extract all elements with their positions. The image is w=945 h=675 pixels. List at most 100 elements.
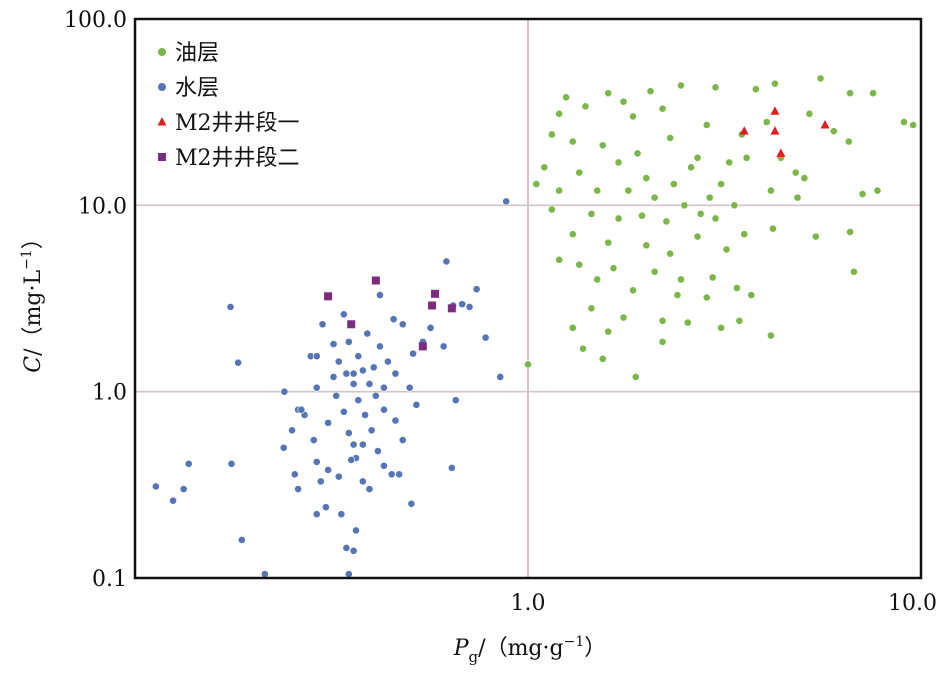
- y-axis-unit-exponent: −1: [19, 249, 35, 270]
- data-point: [598, 141, 607, 150]
- data-point: [593, 186, 602, 195]
- data-point: [609, 264, 618, 273]
- data-point: [352, 526, 360, 535]
- series-square: [324, 276, 456, 351]
- data-point: [431, 289, 440, 298]
- data-point: [820, 119, 830, 129]
- data-point: [702, 121, 711, 129]
- data-point: [555, 186, 564, 195]
- data-point: [683, 318, 692, 327]
- data-point: [380, 405, 388, 414]
- y-axis-ticks: 0.1 1.0 10.0 100.0: [64, 8, 127, 592]
- data-point: [426, 323, 435, 332]
- data-point: [227, 459, 236, 468]
- y-axis-label: C/（mg·L−1）: [19, 227, 46, 372]
- data-point: [472, 285, 481, 294]
- data-point: [631, 373, 640, 381]
- data-point: [575, 260, 584, 269]
- data-point: [324, 466, 333, 474]
- data-point: [312, 383, 321, 392]
- y-axis-unit: /（mg·L: [21, 270, 46, 356]
- data-point: [766, 186, 775, 195]
- data-point: [344, 570, 353, 578]
- data-point: [740, 230, 749, 239]
- data-point: [587, 304, 596, 313]
- data-point: [770, 126, 780, 135]
- data-point: [687, 163, 695, 172]
- data-point: [708, 273, 717, 282]
- data-point: [344, 337, 353, 346]
- data-point: [619, 313, 628, 322]
- legend-label: M2井井段二: [175, 146, 300, 171]
- data-point: [342, 369, 351, 378]
- data-point: [391, 416, 400, 425]
- data-point: [619, 97, 628, 106]
- data-point: [451, 396, 460, 405]
- data-point: [604, 89, 613, 98]
- data-point: [349, 380, 358, 388]
- data-point: [502, 197, 511, 206]
- y-axis-unit-close: ）: [21, 227, 46, 249]
- data-point: [179, 485, 188, 493]
- data-point: [465, 303, 474, 311]
- data-point: [418, 342, 427, 351]
- series-circle: [524, 74, 918, 381]
- y-tick-label: 10.0: [78, 194, 127, 219]
- data-point: [237, 536, 246, 544]
- data-point: [260, 570, 269, 578]
- legend-label: 水层: [175, 76, 219, 101]
- data-point: [598, 354, 607, 363]
- data-point: [376, 342, 384, 351]
- data-point: [407, 499, 416, 508]
- data-point: [389, 315, 398, 324]
- data-point: [693, 232, 702, 241]
- data-point: [324, 418, 333, 427]
- data-point: [395, 470, 404, 479]
- data-point: [524, 360, 532, 369]
- data-point: [383, 357, 392, 366]
- data-point: [705, 193, 714, 202]
- data-point: [725, 158, 734, 167]
- data-point: [717, 180, 726, 189]
- data-point: [329, 373, 338, 381]
- data-point: [909, 121, 918, 129]
- data-point: [658, 337, 667, 346]
- data-point: [629, 112, 637, 121]
- data-point: [555, 109, 564, 118]
- data-point: [339, 407, 348, 416]
- data-point: [398, 436, 407, 444]
- legend-marker: [158, 153, 166, 161]
- data-point: [369, 363, 378, 372]
- data-point: [339, 310, 348, 319]
- data-point: [151, 482, 160, 491]
- data-point: [677, 81, 685, 90]
- data-point: [732, 284, 741, 292]
- data-point: [702, 293, 711, 302]
- data-point: [334, 357, 343, 366]
- data-point: [770, 106, 780, 115]
- data-point: [869, 89, 877, 98]
- data-point: [447, 304, 456, 313]
- data-point: [398, 320, 407, 329]
- data-point: [769, 224, 777, 233]
- x-axis-subscript: g: [469, 648, 479, 666]
- data-point: [568, 230, 577, 239]
- data-point: [791, 168, 800, 177]
- data-point: [604, 327, 613, 336]
- data-point: [555, 255, 564, 264]
- data-point: [730, 201, 739, 210]
- data-point: [696, 209, 705, 218]
- x-axis-unit: /（mg·g: [478, 636, 563, 661]
- data-point: [629, 286, 637, 295]
- data-point: [776, 148, 786, 157]
- x-axis-variable: P: [453, 636, 470, 661]
- data-point: [650, 267, 659, 276]
- data-point: [387, 470, 396, 479]
- data-point: [169, 496, 177, 505]
- data-point: [532, 180, 541, 189]
- data-point: [850, 267, 858, 276]
- data-point: [347, 456, 356, 464]
- data-point: [646, 87, 655, 96]
